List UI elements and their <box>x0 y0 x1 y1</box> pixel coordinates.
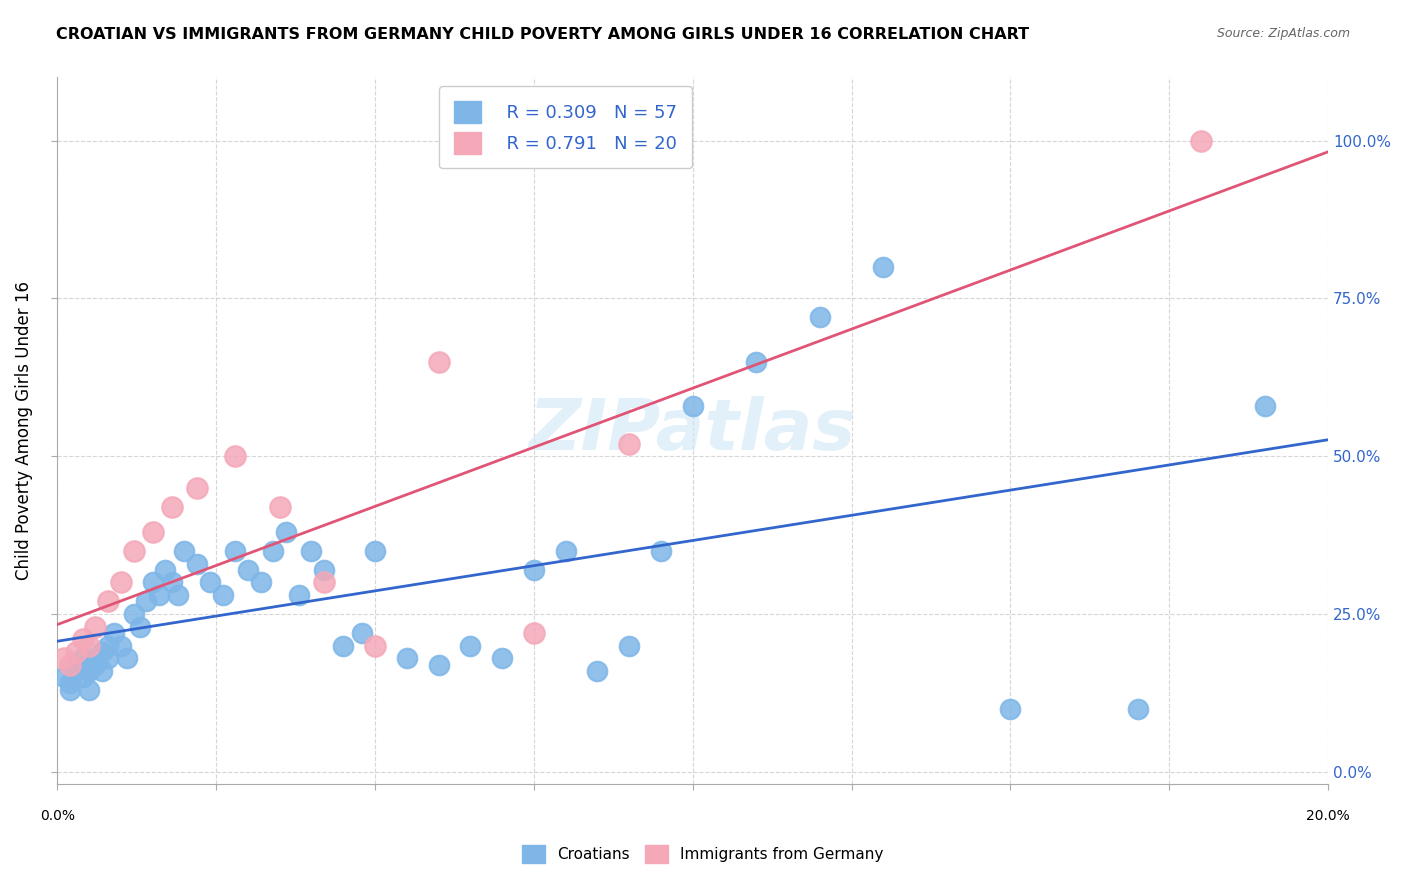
Point <box>491 651 513 665</box>
Text: 0.0%: 0.0% <box>39 809 75 823</box>
Point <box>160 575 183 590</box>
Point <box>269 500 291 514</box>
Point <box>72 670 94 684</box>
Point <box>97 639 120 653</box>
Point <box>872 260 894 274</box>
Point <box>115 651 138 665</box>
Point <box>122 544 145 558</box>
Text: Source: ZipAtlas.com: Source: ZipAtlas.com <box>1216 27 1350 40</box>
Point <box>523 626 546 640</box>
Point <box>142 575 165 590</box>
Point <box>84 651 107 665</box>
Point <box>617 436 640 450</box>
Point <box>274 524 297 539</box>
Point <box>167 588 190 602</box>
Point <box>224 449 246 463</box>
Point <box>395 651 418 665</box>
Point <box>301 544 323 558</box>
Point <box>155 563 177 577</box>
Point <box>135 594 157 608</box>
Point <box>65 645 87 659</box>
Point <box>287 588 309 602</box>
Point <box>122 607 145 621</box>
Point <box>142 524 165 539</box>
Point <box>427 657 450 672</box>
Point <box>72 651 94 665</box>
Point <box>745 354 768 368</box>
Point <box>59 676 82 690</box>
Point <box>682 399 704 413</box>
Point <box>332 639 354 653</box>
Point <box>262 544 284 558</box>
Point <box>97 594 120 608</box>
Text: CROATIAN VS IMMIGRANTS FROM GERMANY CHILD POVERTY AMONG GIRLS UNDER 16 CORRELATI: CROATIAN VS IMMIGRANTS FROM GERMANY CHIL… <box>56 27 1029 42</box>
Point <box>1253 399 1275 413</box>
Point <box>52 651 75 665</box>
Point <box>160 500 183 514</box>
Point <box>103 626 125 640</box>
Point <box>52 670 75 684</box>
Point <box>59 657 82 672</box>
Point <box>364 544 387 558</box>
Text: 20.0%: 20.0% <box>1306 809 1350 823</box>
Point <box>110 639 132 653</box>
Y-axis label: Child Poverty Among Girls Under 16: Child Poverty Among Girls Under 16 <box>15 282 32 581</box>
Legend: Croatians, Immigrants from Germany: Croatians, Immigrants from Germany <box>510 832 896 875</box>
Point <box>129 620 152 634</box>
Point <box>1000 702 1022 716</box>
Point <box>97 651 120 665</box>
Point <box>249 575 271 590</box>
Point <box>77 682 100 697</box>
Point <box>90 645 112 659</box>
Point <box>198 575 221 590</box>
Point <box>186 557 208 571</box>
Point <box>554 544 576 558</box>
Legend:   R = 0.309   N = 57,   R = 0.791   N = 20: R = 0.309 N = 57, R = 0.791 N = 20 <box>440 87 692 169</box>
Point <box>1126 702 1149 716</box>
Point <box>364 639 387 653</box>
Point <box>148 588 170 602</box>
Point <box>84 657 107 672</box>
Point <box>460 639 482 653</box>
Point <box>586 664 609 678</box>
Point <box>173 544 195 558</box>
Point <box>186 481 208 495</box>
Point <box>427 354 450 368</box>
Point <box>65 657 87 672</box>
Point <box>523 563 546 577</box>
Point <box>1189 134 1212 148</box>
Point <box>314 563 336 577</box>
Point <box>84 620 107 634</box>
Point <box>110 575 132 590</box>
Point <box>77 639 100 653</box>
Point <box>617 639 640 653</box>
Point <box>77 664 100 678</box>
Point <box>224 544 246 558</box>
Point <box>65 664 87 678</box>
Point <box>211 588 233 602</box>
Point <box>72 632 94 647</box>
Point <box>59 682 82 697</box>
Point <box>314 575 336 590</box>
Text: ZIPatlas: ZIPatlas <box>529 396 856 466</box>
Point <box>90 664 112 678</box>
Point <box>352 626 374 640</box>
Point <box>808 310 831 325</box>
Point <box>650 544 672 558</box>
Point <box>236 563 259 577</box>
